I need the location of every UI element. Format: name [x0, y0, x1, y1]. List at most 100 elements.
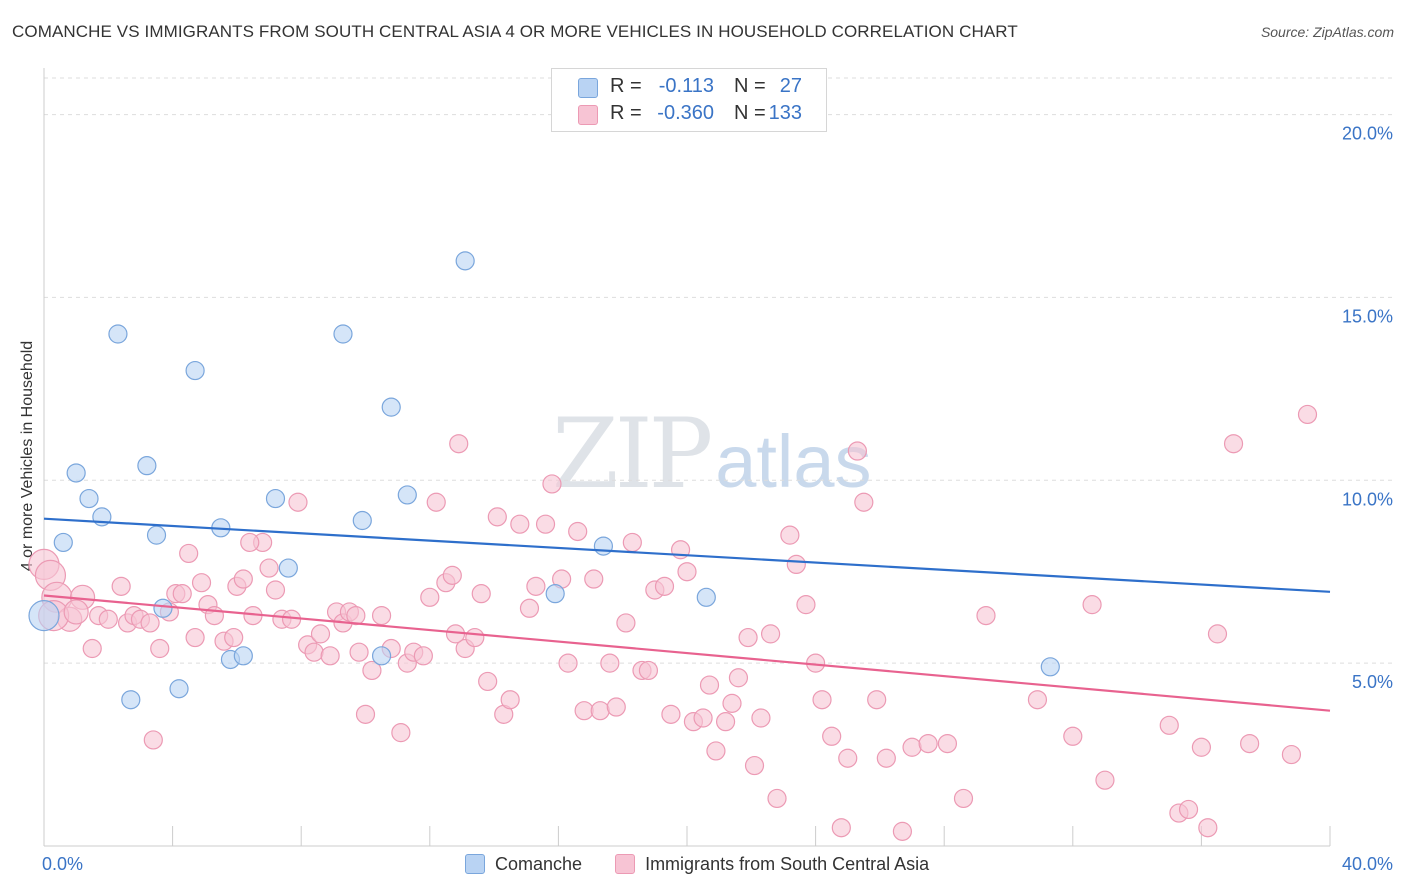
- data-point-immigrants: [751, 708, 771, 728]
- data-point-immigrants: [526, 576, 546, 596]
- data-point-immigrants: [391, 723, 411, 743]
- data-point-comanche: [169, 679, 189, 699]
- data-point-immigrants: [600, 653, 620, 673]
- data-point-comanche: [137, 456, 157, 476]
- legend-n-label: N =: [734, 102, 766, 124]
- data-point-comanche: [108, 324, 128, 344]
- data-point-immigrants: [854, 492, 874, 512]
- data-point-immigrants: [1063, 726, 1083, 746]
- x-tick-label: 40.0%: [1342, 854, 1393, 874]
- data-point-immigrants: [706, 741, 726, 761]
- series-legend-label: Comanche: [495, 854, 583, 874]
- series-legend-swatch-comanche: [465, 854, 485, 874]
- legend-row-immigrants: R = -0.360 N = 133: [552, 101, 826, 127]
- data-point-immigrants: [413, 646, 433, 666]
- data-point-immigrants: [677, 562, 697, 582]
- data-point-comanche: [371, 646, 392, 666]
- data-point-immigrants: [542, 474, 562, 494]
- data-point-immigrants: [822, 726, 842, 746]
- data-point-immigrants: [1281, 744, 1302, 765]
- data-point-comanche: [146, 525, 167, 545]
- data-point-immigrants: [1095, 770, 1115, 790]
- data-point-immigrants: [780, 525, 800, 545]
- data-point-immigrants: [362, 660, 382, 681]
- data-point-immigrants: [259, 558, 279, 578]
- data-point-immigrants: [535, 514, 556, 534]
- y-tick-label: 5.0%: [1352, 672, 1393, 692]
- series-legend-item-immigrants: Immigrants from South Central Asia: [615, 852, 929, 876]
- data-point-immigrants: [510, 514, 530, 534]
- data-point-immigrants: [760, 624, 781, 644]
- data-point-immigrants: [693, 708, 713, 728]
- data-point-immigrants: [568, 521, 588, 542]
- series-comanche-points: [28, 251, 1060, 710]
- data-point-immigrants: [371, 605, 392, 626]
- data-point-immigrants: [1159, 715, 1179, 735]
- data-point-comanche: [333, 324, 353, 344]
- data-point-comanche: [28, 599, 60, 632]
- data-point-comanche: [455, 251, 475, 271]
- data-point-immigrants: [738, 627, 758, 648]
- data-point-immigrants: [172, 584, 192, 604]
- data-point-immigrants: [1191, 737, 1212, 757]
- legend-swatch-comanche: [578, 78, 598, 98]
- legend-n-label: N =: [734, 75, 766, 97]
- data-point-immigrants: [1198, 818, 1218, 838]
- chart-title: COMANCHE VS IMMIGRANTS FROM SOUTH CENTRA…: [12, 22, 1018, 41]
- data-point-comanche: [278, 558, 298, 578]
- data-point-immigrants: [63, 599, 89, 625]
- trend-line-immigrants: [43, 594, 1331, 712]
- data-point-immigrants: [224, 627, 244, 648]
- data-point-immigrants: [1240, 733, 1260, 754]
- data-point-comanche: [545, 584, 565, 604]
- data-point-immigrants: [320, 646, 340, 666]
- data-point-immigrants: [98, 609, 118, 629]
- data-point-comanche: [265, 488, 286, 509]
- data-point-immigrants: [191, 573, 212, 593]
- data-point-immigrants: [185, 627, 205, 648]
- series-legend: Comanche Immigrants from South Central A…: [465, 852, 957, 876]
- data-point-immigrants: [796, 595, 816, 615]
- data-point-immigrants: [867, 690, 887, 710]
- data-point-immigrants: [420, 587, 440, 607]
- data-point-immigrants: [584, 569, 604, 589]
- data-point-immigrants: [892, 821, 913, 841]
- data-point-immigrants: [722, 693, 742, 713]
- data-point-immigrants: [699, 675, 720, 695]
- watermark: ZIPatlas: [552, 398, 872, 510]
- data-point-immigrants: [661, 704, 681, 724]
- y-tick-label: 20.0%: [1342, 124, 1393, 144]
- data-point-immigrants: [838, 748, 858, 768]
- data-point-immigrants: [831, 818, 851, 838]
- data-point-immigrants: [265, 580, 286, 600]
- legend-r-label: R =: [610, 75, 642, 97]
- data-point-immigrants: [519, 598, 540, 618]
- data-point-comanche: [153, 598, 173, 618]
- data-point-immigrants: [478, 671, 498, 692]
- data-point-immigrants: [876, 748, 896, 768]
- legend-row-comanche: R = -0.113 N = 27: [552, 74, 826, 100]
- data-point-immigrants: [1178, 799, 1199, 820]
- data-point-immigrants: [715, 712, 736, 732]
- data-point-immigrants: [638, 660, 659, 681]
- data-point-comanche: [185, 360, 205, 381]
- data-point-immigrants: [622, 532, 642, 553]
- data-point-immigrants: [310, 624, 331, 644]
- data-point-comanche: [233, 646, 253, 666]
- series-legend-item-comanche: Comanche: [465, 852, 582, 876]
- data-point-immigrants: [976, 605, 996, 626]
- watermark-zip: ZIP: [552, 398, 713, 510]
- data-point-immigrants: [471, 584, 491, 604]
- data-point-comanche: [1040, 657, 1060, 677]
- series-legend-label: Immigrants from South Central Asia: [645, 854, 930, 874]
- data-point-comanche: [397, 485, 417, 505]
- data-point-immigrants: [449, 434, 469, 454]
- data-point-immigrants: [349, 642, 369, 662]
- y-tick-label: 10.0%: [1342, 489, 1393, 509]
- data-point-immigrants: [847, 441, 867, 461]
- data-point-immigrants: [288, 492, 308, 512]
- legend-r-label: R =: [610, 102, 642, 124]
- data-point-immigrants: [1082, 595, 1102, 615]
- data-point-immigrants: [1223, 434, 1244, 454]
